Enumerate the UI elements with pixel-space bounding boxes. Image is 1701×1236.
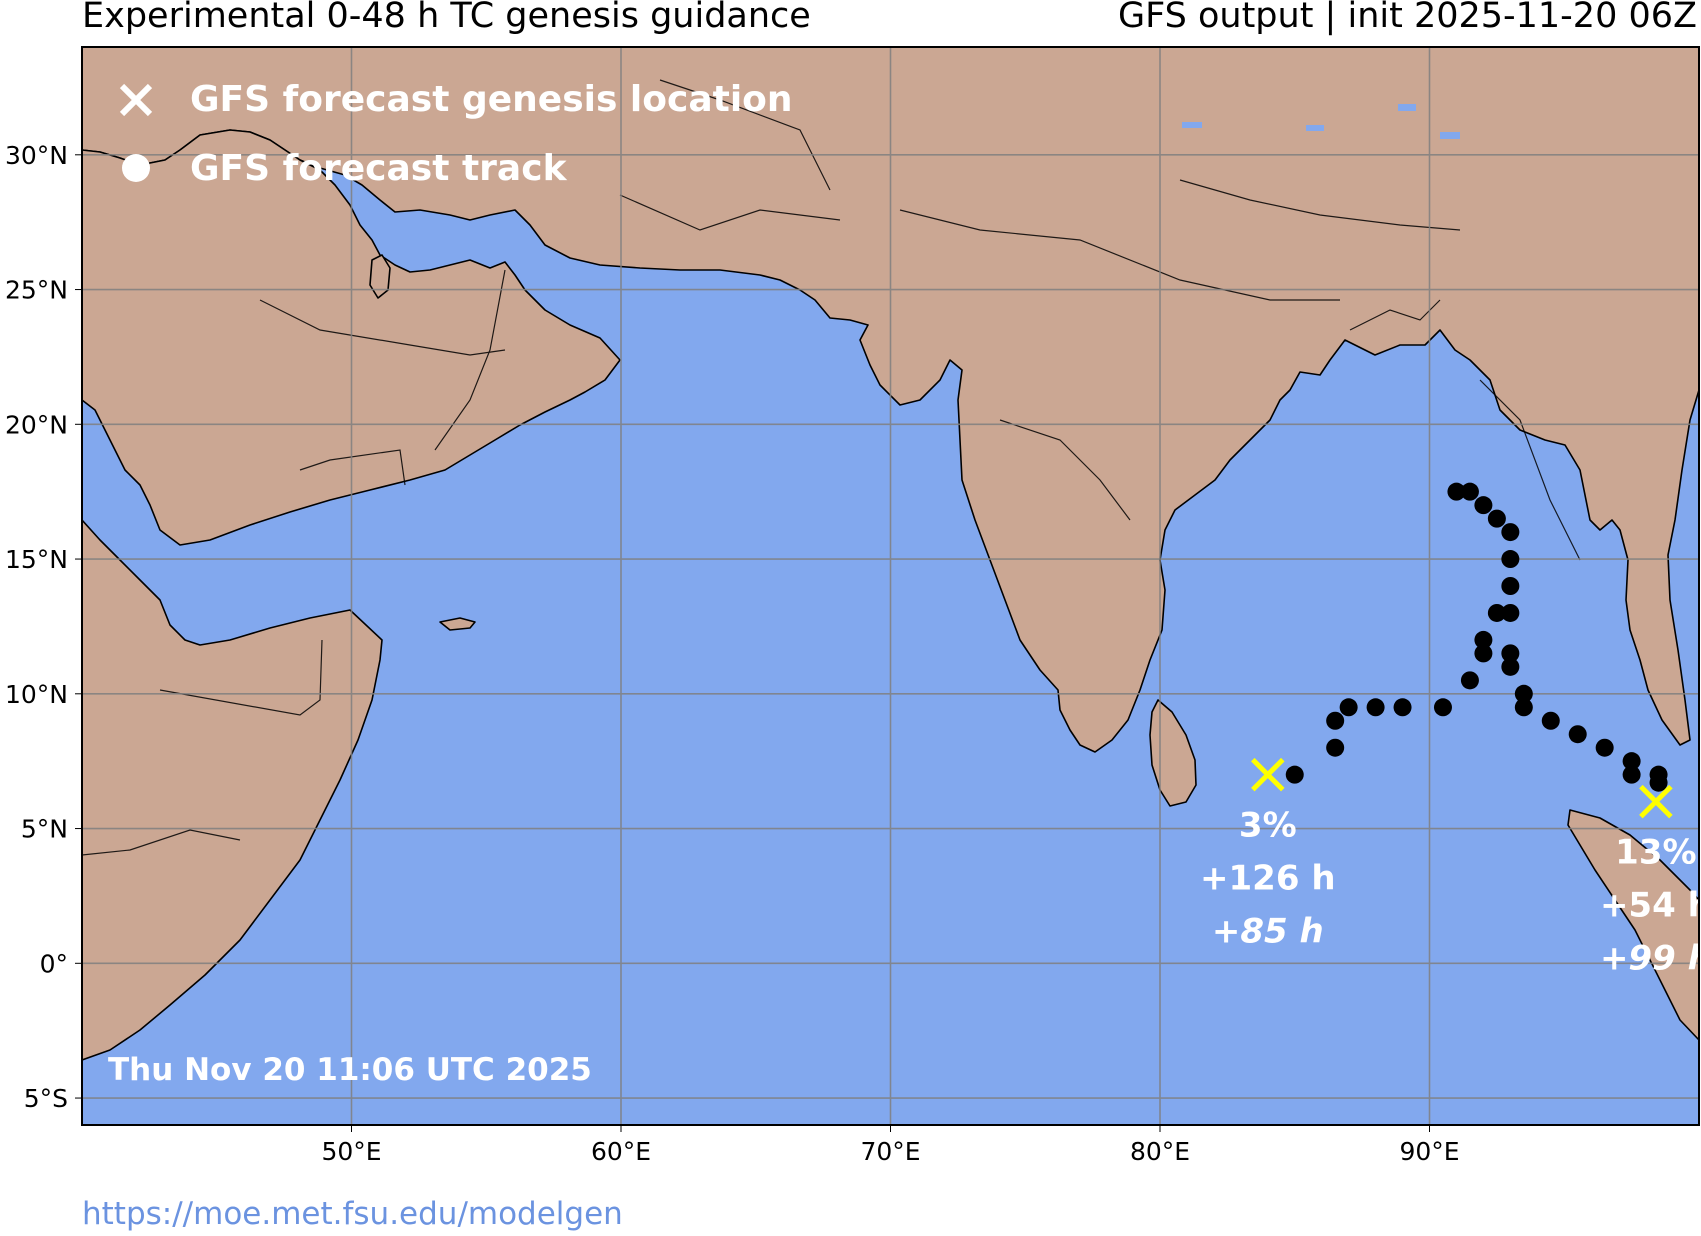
lat-tick-label: 20°N — [5, 410, 68, 439]
border-line — [999, 419, 1131, 521]
lat-tick-label: 5°S — [24, 1084, 68, 1113]
track-point — [1649, 773, 1668, 792]
timestamp: Thu Nov 20 11:06 UTC 2025 — [108, 1052, 592, 1088]
graticule — [82, 47, 1699, 1125]
track-point — [1366, 698, 1385, 717]
genesis-x-icon — [119, 83, 153, 117]
genesis-lead-time: +54 h — [1600, 886, 1701, 926]
track-point — [1514, 684, 1533, 703]
genesis-lead-time-secondary: +99 h — [1600, 939, 1701, 979]
lakes — [1182, 104, 1460, 139]
source-link[interactable]: https://moe.met.fsu.edu/modelgen — [82, 1196, 623, 1232]
track-point — [1326, 711, 1345, 730]
border-line — [299, 449, 406, 486]
border-line — [659, 79, 831, 191]
track-point — [1501, 550, 1520, 569]
genesis-marker — [1251, 757, 1285, 792]
genesis-markers: 3% +126 h +85 h 13% +54 h +99 h — [1200, 757, 1701, 979]
lake — [1306, 125, 1324, 131]
genesis-probability: 3% — [1239, 806, 1297, 846]
genesis-x-stroke — [1639, 784, 1673, 819]
track-dot-icon — [122, 154, 150, 182]
lat-tick-label: 30°N — [5, 141, 68, 170]
lat-tick-labels: 30°N 25°N 20°N 15°N 10°N 5°N 0° 5°S — [5, 141, 82, 1113]
lon-tick-label: 90°E — [1399, 1137, 1459, 1166]
border-line — [619, 194, 841, 231]
track-point — [1393, 698, 1412, 717]
lat-tick-label: 25°N — [5, 276, 68, 305]
track-point — [1285, 765, 1304, 784]
country-borders — [82, 79, 1581, 856]
track-point — [1501, 644, 1520, 663]
lon-tick-label: 60°E — [591, 1137, 651, 1166]
track-point — [1541, 711, 1560, 730]
track-point — [1487, 509, 1506, 528]
lake — [1398, 104, 1416, 111]
track-point — [1460, 482, 1479, 501]
genesis-lead-time-secondary: +85 h — [1212, 912, 1324, 952]
border-line — [82, 829, 241, 856]
lon-tick-label: 50°E — [321, 1137, 381, 1166]
track-point — [1595, 738, 1614, 757]
lon-tick-labels: 50°E 60°E 70°E 80°E 90°E — [321, 1125, 1460, 1166]
track-point — [1326, 738, 1345, 757]
track-point — [1501, 657, 1520, 676]
genesis-probability: 13% — [1615, 833, 1696, 873]
track-point — [1501, 603, 1520, 622]
track-point — [1474, 630, 1493, 649]
genesis-x-stroke — [1251, 757, 1285, 792]
track-point — [1568, 725, 1587, 744]
legend-genesis-label: GFS forecast genesis location — [190, 79, 793, 120]
border-line — [1179, 179, 1461, 231]
lat-tick-label: 5°N — [21, 815, 68, 844]
border-line — [1479, 379, 1581, 561]
genesis-marker — [1639, 784, 1673, 819]
lat-tick-label: 0° — [40, 949, 68, 978]
track-point — [1474, 644, 1493, 663]
track-point — [1501, 523, 1520, 542]
land-layer — [82, 47, 1699, 1061]
track-point — [1474, 496, 1493, 515]
chart-title: Experimental 0-48 h TC genesis guidance — [82, 0, 811, 36]
land-socotra — [439, 617, 476, 631]
legend: GFS forecast genesis location GFS foreca… — [119, 79, 793, 189]
lat-tick-label: 10°N — [5, 680, 68, 709]
land-northern-asia — [82, 47, 1699, 753]
lat-tick-label: 15°N — [5, 545, 68, 574]
track-point — [1622, 765, 1641, 784]
genesis-lead-time: +126 h — [1200, 859, 1336, 899]
legend-track-label: GFS forecast track — [190, 148, 568, 189]
lake — [1182, 122, 1202, 128]
land-sumatra — [1567, 809, 1699, 1041]
track-point — [1339, 698, 1358, 717]
lon-tick-label: 80°E — [1130, 1137, 1190, 1166]
border-line — [899, 209, 1340, 301]
land-africa — [82, 519, 383, 1061]
track-point — [1622, 752, 1641, 771]
lake — [1440, 132, 1460, 139]
track-point — [1460, 671, 1479, 690]
track-point — [1447, 482, 1466, 501]
land-sri-lanka — [1149, 699, 1197, 807]
border-line — [159, 639, 323, 716]
lon-tick-label: 70°E — [860, 1137, 920, 1166]
model-init-label: GFS output | init 2025-11-20 06Z — [1118, 0, 1697, 36]
track-point — [1433, 698, 1452, 717]
forecast-track — [1285, 482, 1668, 792]
border-line — [259, 299, 506, 356]
track-point — [1501, 577, 1520, 595]
track-point — [1514, 698, 1533, 717]
map-layers: 3% +126 h +85 h 13% +54 h +99 h — [82, 47, 1701, 1125]
track-point — [1487, 603, 1506, 622]
